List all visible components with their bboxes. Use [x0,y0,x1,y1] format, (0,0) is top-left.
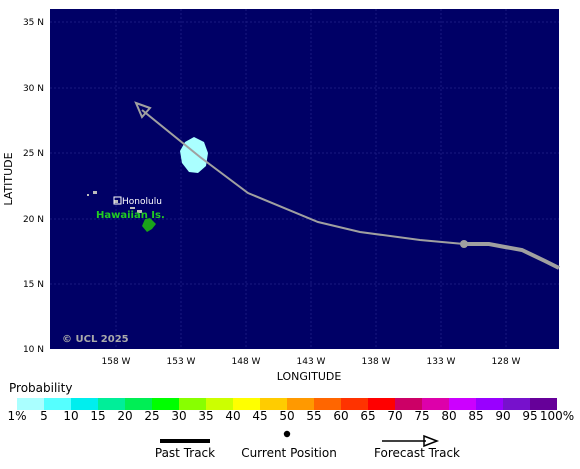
oahu-island [114,200,118,203]
lat-tick-label: 10 N [23,345,44,355]
copyright-label: © UCL 2025 [62,334,129,345]
colorbar-label: 25 [144,409,160,423]
colorbar-swatch [98,398,125,410]
colorbar-swatch [260,398,287,410]
colorbar-label: 1% [7,409,27,423]
past-track-line [464,242,560,270]
forecast-track-key-arrow [423,434,440,448]
city-label: Honolulu [122,197,162,207]
colorbar-swatch [179,398,206,410]
lon-tick-label: 138 W [362,357,391,367]
colorbar-swatch [17,398,44,410]
colorbar-swatch [503,398,530,410]
colorbar-swatch [44,398,71,410]
island-group-label: Hawaiian Is. [96,210,165,221]
past-track-label: Past Track [154,446,216,460]
colorbar-label: 65 [360,409,376,423]
niihau-island [87,194,89,196]
colorbar-label: 50 [279,409,295,423]
colorbar-label: 35 [198,409,214,423]
big-island [142,218,156,232]
probability-map: 35 N 30 N 25 N 20 N 15 N 10 N 158 W 153 W 148 W… [2,9,560,383]
colorbar-swatch [287,398,314,410]
probability-title: Probability [9,381,73,395]
lat-tick-label: 30 N [23,84,44,94]
molokai-island [130,207,135,209]
lon-tick-label: 148 W [232,357,261,367]
colorbar-swatch [530,398,557,410]
colorbar-swatch [449,398,476,410]
colorbar-label: 20 [117,409,133,423]
colorbar-swatch [125,398,152,410]
colorbar-label: 80 [441,409,457,423]
colorbar-label: 100% [539,409,575,423]
colorbar-label: 55 [306,409,322,423]
y-axis-title: LATITUDE [2,152,15,205]
colorbar-swatch [476,398,503,410]
colorbar-swatch [341,398,368,410]
lon-tick-label: 128 W [492,357,521,367]
ocean-background [50,9,559,349]
colorbar-label: 45 [252,409,268,423]
colorbar-label: 30 [171,409,187,423]
current-position-marker [460,240,468,248]
forecast-track-label: Forecast Track [374,446,460,460]
forecast-track-line [141,109,465,245]
colorbar-label: 95 [522,409,538,423]
lon-tick-label: 158 W [102,357,131,367]
colorbar-label: 60 [333,409,349,423]
lat-tick-label: 20 N [23,215,44,225]
colorbar-swatch [206,398,233,410]
lon-tick-label: 133 W [427,357,456,367]
honolulu-city-label: Honolulu [113,196,162,207]
colorbar-swatch [233,398,260,410]
colorbar-label: 15 [90,409,106,423]
current-position-key [283,430,291,438]
colorbar-swatch [422,398,449,410]
latitude-tick-labels: 35 N 30 N 25 N 20 N 15 N 10 N [23,18,44,355]
forecast-arrowhead [134,101,152,119]
colorbar-swatch [71,398,98,410]
colorbar-label: 10 [63,409,79,423]
city-marker [113,196,122,205]
colorbar-swatch [395,398,422,410]
kauai-island [93,191,97,194]
colorbar-label: 90 [495,409,511,423]
current-position-label: Current Position [241,446,337,460]
lat-tick-label: 25 N [23,149,44,159]
colorbar-label: 5 [40,409,48,423]
longitude-tick-labels: 158 W 153 W 148 W 143 W 138 W 133 W 128 W [102,357,521,367]
colorbar-swatch [314,398,341,410]
colorbar-swatch [368,398,395,410]
lat-tick-label: 15 N [23,280,44,290]
lat-lon-grid [50,9,559,349]
maui-island [137,210,142,213]
lat-tick-label: 35 N [23,18,44,28]
colorbar-label: 85 [468,409,484,423]
probability-colorbar [17,398,557,410]
colorbar-label: 75 [414,409,430,423]
x-axis-title: LONGITUDE [277,370,342,383]
colorbar-label: 70 [387,409,403,423]
lon-tick-label: 153 W [167,357,196,367]
hawaiian-islands-land [87,191,156,232]
lon-tick-label: 143 W [297,357,326,367]
colorbar-label: 40 [225,409,241,423]
colorbar-swatch [152,398,179,410]
